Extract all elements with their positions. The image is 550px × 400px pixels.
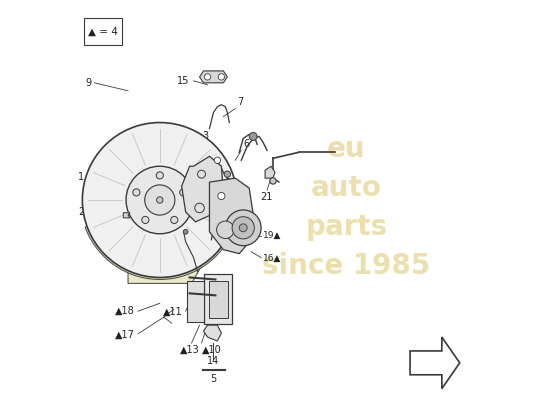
Polygon shape: [200, 71, 227, 83]
Text: 14: 14: [207, 356, 219, 366]
Text: 16▲: 16▲: [263, 254, 282, 263]
Text: ▲ = 4: ▲ = 4: [89, 26, 118, 36]
Text: ▲17: ▲17: [116, 330, 135, 340]
Polygon shape: [210, 178, 253, 254]
Text: eu
auto
parts
since 1985: eu auto parts since 1985: [262, 136, 431, 280]
Circle shape: [232, 217, 254, 239]
FancyBboxPatch shape: [204, 274, 233, 324]
Text: ▲18: ▲18: [116, 306, 135, 316]
Text: 7: 7: [237, 98, 244, 108]
Circle shape: [214, 157, 221, 164]
Circle shape: [145, 185, 175, 215]
Polygon shape: [204, 325, 221, 341]
Circle shape: [180, 189, 187, 196]
Text: 1: 1: [78, 172, 84, 182]
Text: 5: 5: [210, 374, 217, 384]
Text: ▲11: ▲11: [163, 307, 183, 317]
Text: ▲10: ▲10: [201, 345, 221, 355]
Polygon shape: [123, 213, 130, 218]
FancyBboxPatch shape: [84, 18, 122, 45]
Polygon shape: [85, 224, 229, 280]
Circle shape: [170, 216, 178, 224]
Circle shape: [156, 172, 163, 179]
Circle shape: [218, 74, 224, 80]
Circle shape: [82, 122, 237, 278]
Circle shape: [239, 224, 247, 232]
Text: 6: 6: [243, 139, 249, 149]
Circle shape: [197, 170, 206, 178]
Circle shape: [270, 178, 276, 184]
Polygon shape: [128, 240, 207, 284]
Circle shape: [195, 203, 204, 213]
Circle shape: [224, 171, 230, 177]
Circle shape: [218, 192, 225, 200]
Text: 21: 21: [260, 192, 272, 202]
Text: 2: 2: [78, 207, 84, 217]
Text: 3: 3: [202, 131, 208, 141]
Text: 9: 9: [85, 78, 91, 88]
Text: 15: 15: [177, 76, 190, 86]
Circle shape: [226, 210, 261, 246]
Circle shape: [126, 166, 194, 234]
Circle shape: [183, 229, 188, 234]
Polygon shape: [182, 156, 223, 222]
Text: ▲13: ▲13: [180, 345, 200, 355]
Polygon shape: [265, 166, 275, 178]
Text: 19▲: 19▲: [263, 231, 282, 240]
Circle shape: [157, 197, 163, 203]
FancyBboxPatch shape: [208, 281, 228, 318]
Polygon shape: [410, 337, 460, 389]
Circle shape: [142, 216, 149, 224]
Circle shape: [217, 221, 234, 238]
FancyBboxPatch shape: [187, 281, 204, 322]
Circle shape: [249, 132, 257, 140]
Circle shape: [204, 74, 211, 80]
Circle shape: [133, 189, 140, 196]
